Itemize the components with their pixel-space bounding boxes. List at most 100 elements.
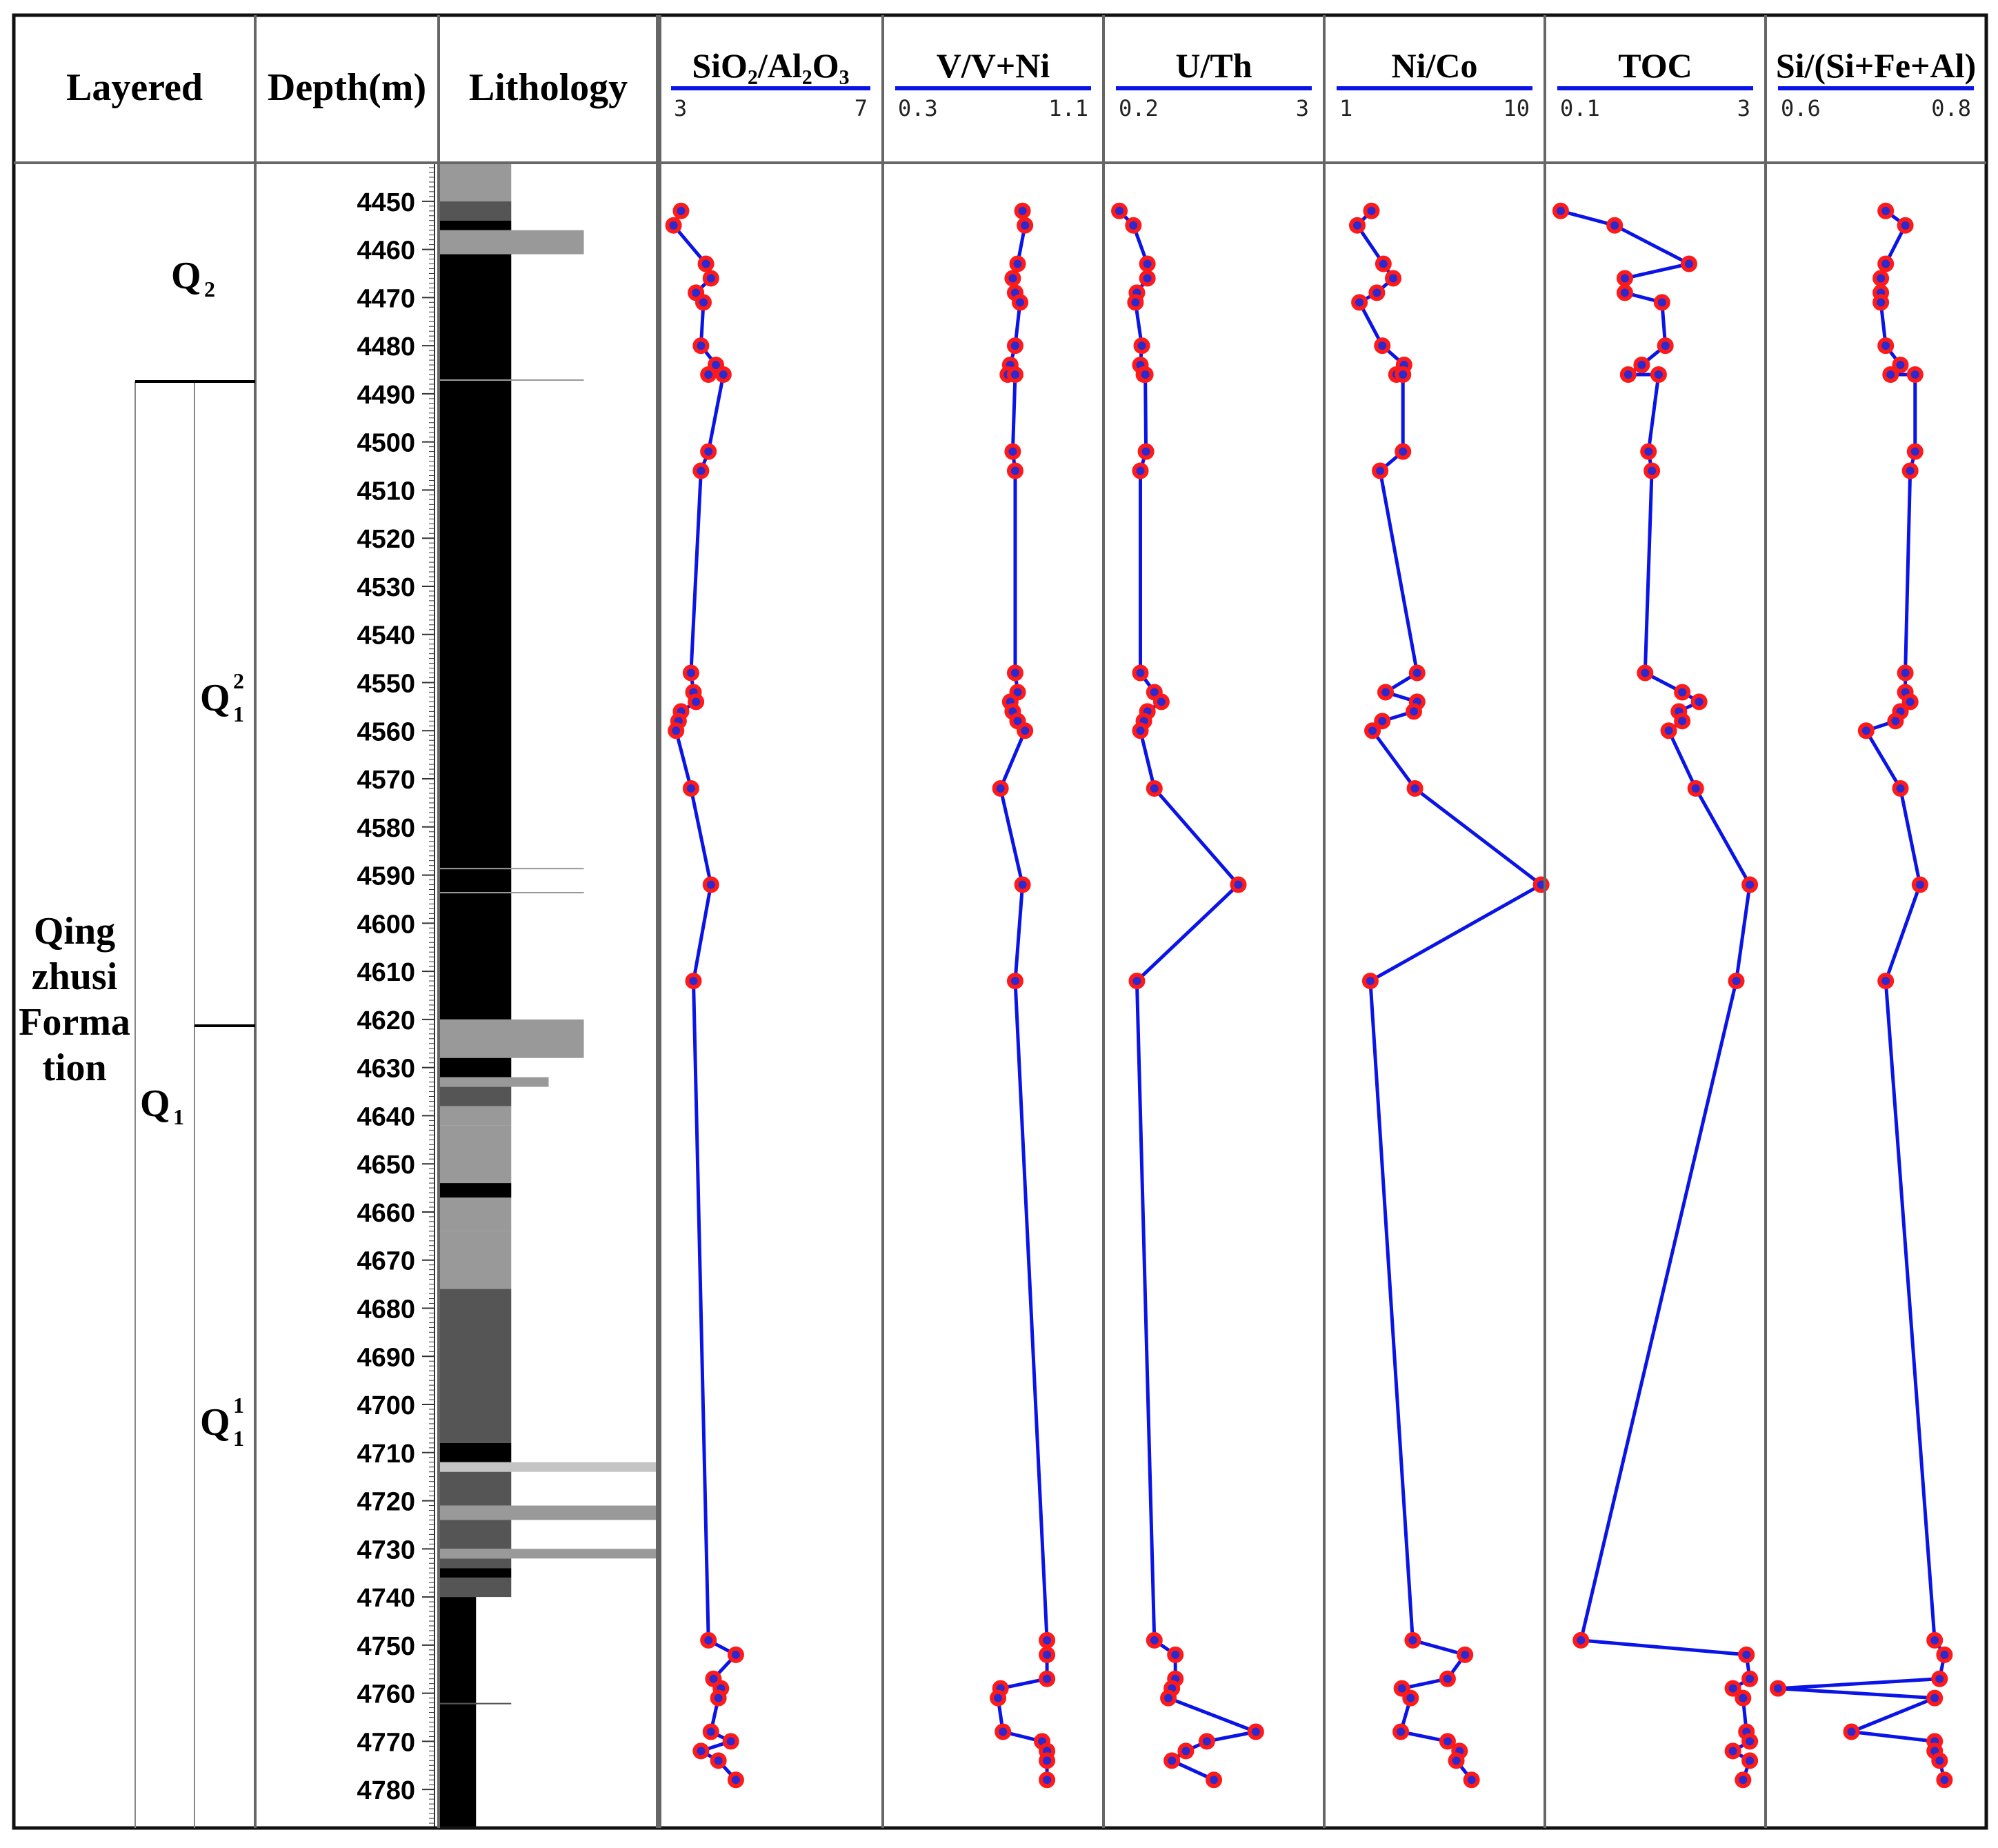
lithology-interval-6 [440,379,584,381]
data-point [682,779,699,797]
depth-tick-label: 4600 [357,910,415,939]
data-point [1644,462,1661,479]
depth-tick-label: 4710 [357,1440,415,1469]
lithology-interval-26 [440,1568,512,1578]
lithology-interval-18 [440,1289,512,1443]
data-point [1132,462,1149,479]
data-point [1660,722,1677,739]
data-point [1125,217,1142,234]
data-point [1374,713,1391,730]
data-point [1152,693,1170,711]
panel-axis-max: 3 [1296,95,1309,121]
lithology-interval-19 [440,1442,512,1462]
data-point [1892,779,1909,797]
lithology-interval-15 [440,1183,512,1198]
data-point [697,255,715,272]
depth-tick-label: 4750 [357,1632,415,1661]
panel-6: Si/(Si+Fe+Al) 0.6 0.8 [1770,46,1976,1789]
data-point [1926,1689,1944,1707]
data-point [1653,294,1670,311]
data-point [665,217,682,234]
member-q1-letter: Q [140,1082,170,1125]
data-point [1039,1670,1056,1687]
data-point [1137,366,1154,383]
data-point [692,462,710,479]
data-point [1616,284,1633,301]
lithology-column [440,163,659,1828]
data-point [1395,443,1412,460]
data-point [692,1742,710,1760]
lithology-interval-20 [440,1462,659,1472]
member-q2-letter: Q [171,255,201,297]
lithology-interval-5 [440,254,512,1020]
data-point [1374,337,1391,355]
depth-tick-label: 4540 [357,622,415,650]
data-point [1887,713,1904,730]
data-point [1014,876,1031,893]
lithology-interval-24 [440,1549,659,1559]
data-point [1619,366,1637,383]
data-point [1395,366,1412,383]
data-point [695,294,712,311]
data-point [1741,1670,1759,1687]
data-point [1014,202,1031,219]
depth-tick-label: 4680 [357,1295,415,1324]
depth-tick-label: 4520 [357,525,415,554]
data-point [1877,202,1895,219]
panel-title: SiO₂/Al₂O₃ [692,46,849,85]
data-point [1351,294,1368,311]
data-point [1448,1752,1465,1769]
data-point [722,1733,739,1750]
depth-tick-label: 4620 [357,1006,415,1035]
member-q1-label: Q 1 [140,1082,184,1129]
data-point [1728,973,1745,990]
lithology-interval-1 [440,201,512,221]
panel-title: TOC [1618,46,1692,85]
data-point [1843,1723,1860,1740]
lithology-interval-21 [440,1471,512,1506]
data-point [1552,202,1569,219]
submember-q1-2-letter: Q [200,677,230,719]
formation-line-3: Forma [19,1001,130,1044]
data-point [700,366,717,383]
depth-tick-label: 4640 [357,1102,415,1131]
data-point [1640,443,1657,460]
data-point [1901,693,1919,711]
data-point [1393,1680,1410,1697]
panel-title: U/Th [1175,46,1252,85]
data-point [1372,462,1389,479]
panel-axis-min: 0.2 [1119,95,1159,121]
data-point [1364,722,1381,739]
data-point [1906,366,1924,383]
data-point [1439,1733,1456,1750]
data-point [1680,255,1697,272]
data-point [1039,1752,1056,1769]
depth-tick-label: 4570 [357,766,415,795]
data-point [1911,876,1928,893]
depth-tick-label: 4700 [357,1391,415,1420]
data-point [1132,664,1149,682]
data-point [1177,1742,1195,1760]
depth-axis: 4450 4460 4470 4480 4490 4500 4510 4520 4530 4540… [357,162,435,1829]
data-point [1167,1646,1184,1663]
formation-line-4: tion [42,1046,106,1089]
depth-tick-label: 4550 [357,670,415,699]
data-point [995,1723,1012,1740]
depth-tick-label: 4480 [357,332,415,361]
data-point [1406,779,1423,797]
depth-tick-label: 4510 [357,477,415,506]
data-point [1163,1752,1181,1769]
data-point [688,693,705,711]
data-point [1146,1631,1163,1649]
data-point [1363,202,1380,219]
depth-tick-label: 4610 [357,958,415,987]
panel-axis-min: 0.1 [1560,95,1600,121]
panel-title: Si/(Si+Fe+Al) [1776,46,1976,85]
data-point [1857,722,1875,739]
data-point [702,876,719,893]
depth-tick-label: 4740 [357,1584,415,1613]
panel-axis-max: 1.1 [1048,95,1088,121]
data-point [1375,255,1392,272]
data-point [1657,337,1674,355]
